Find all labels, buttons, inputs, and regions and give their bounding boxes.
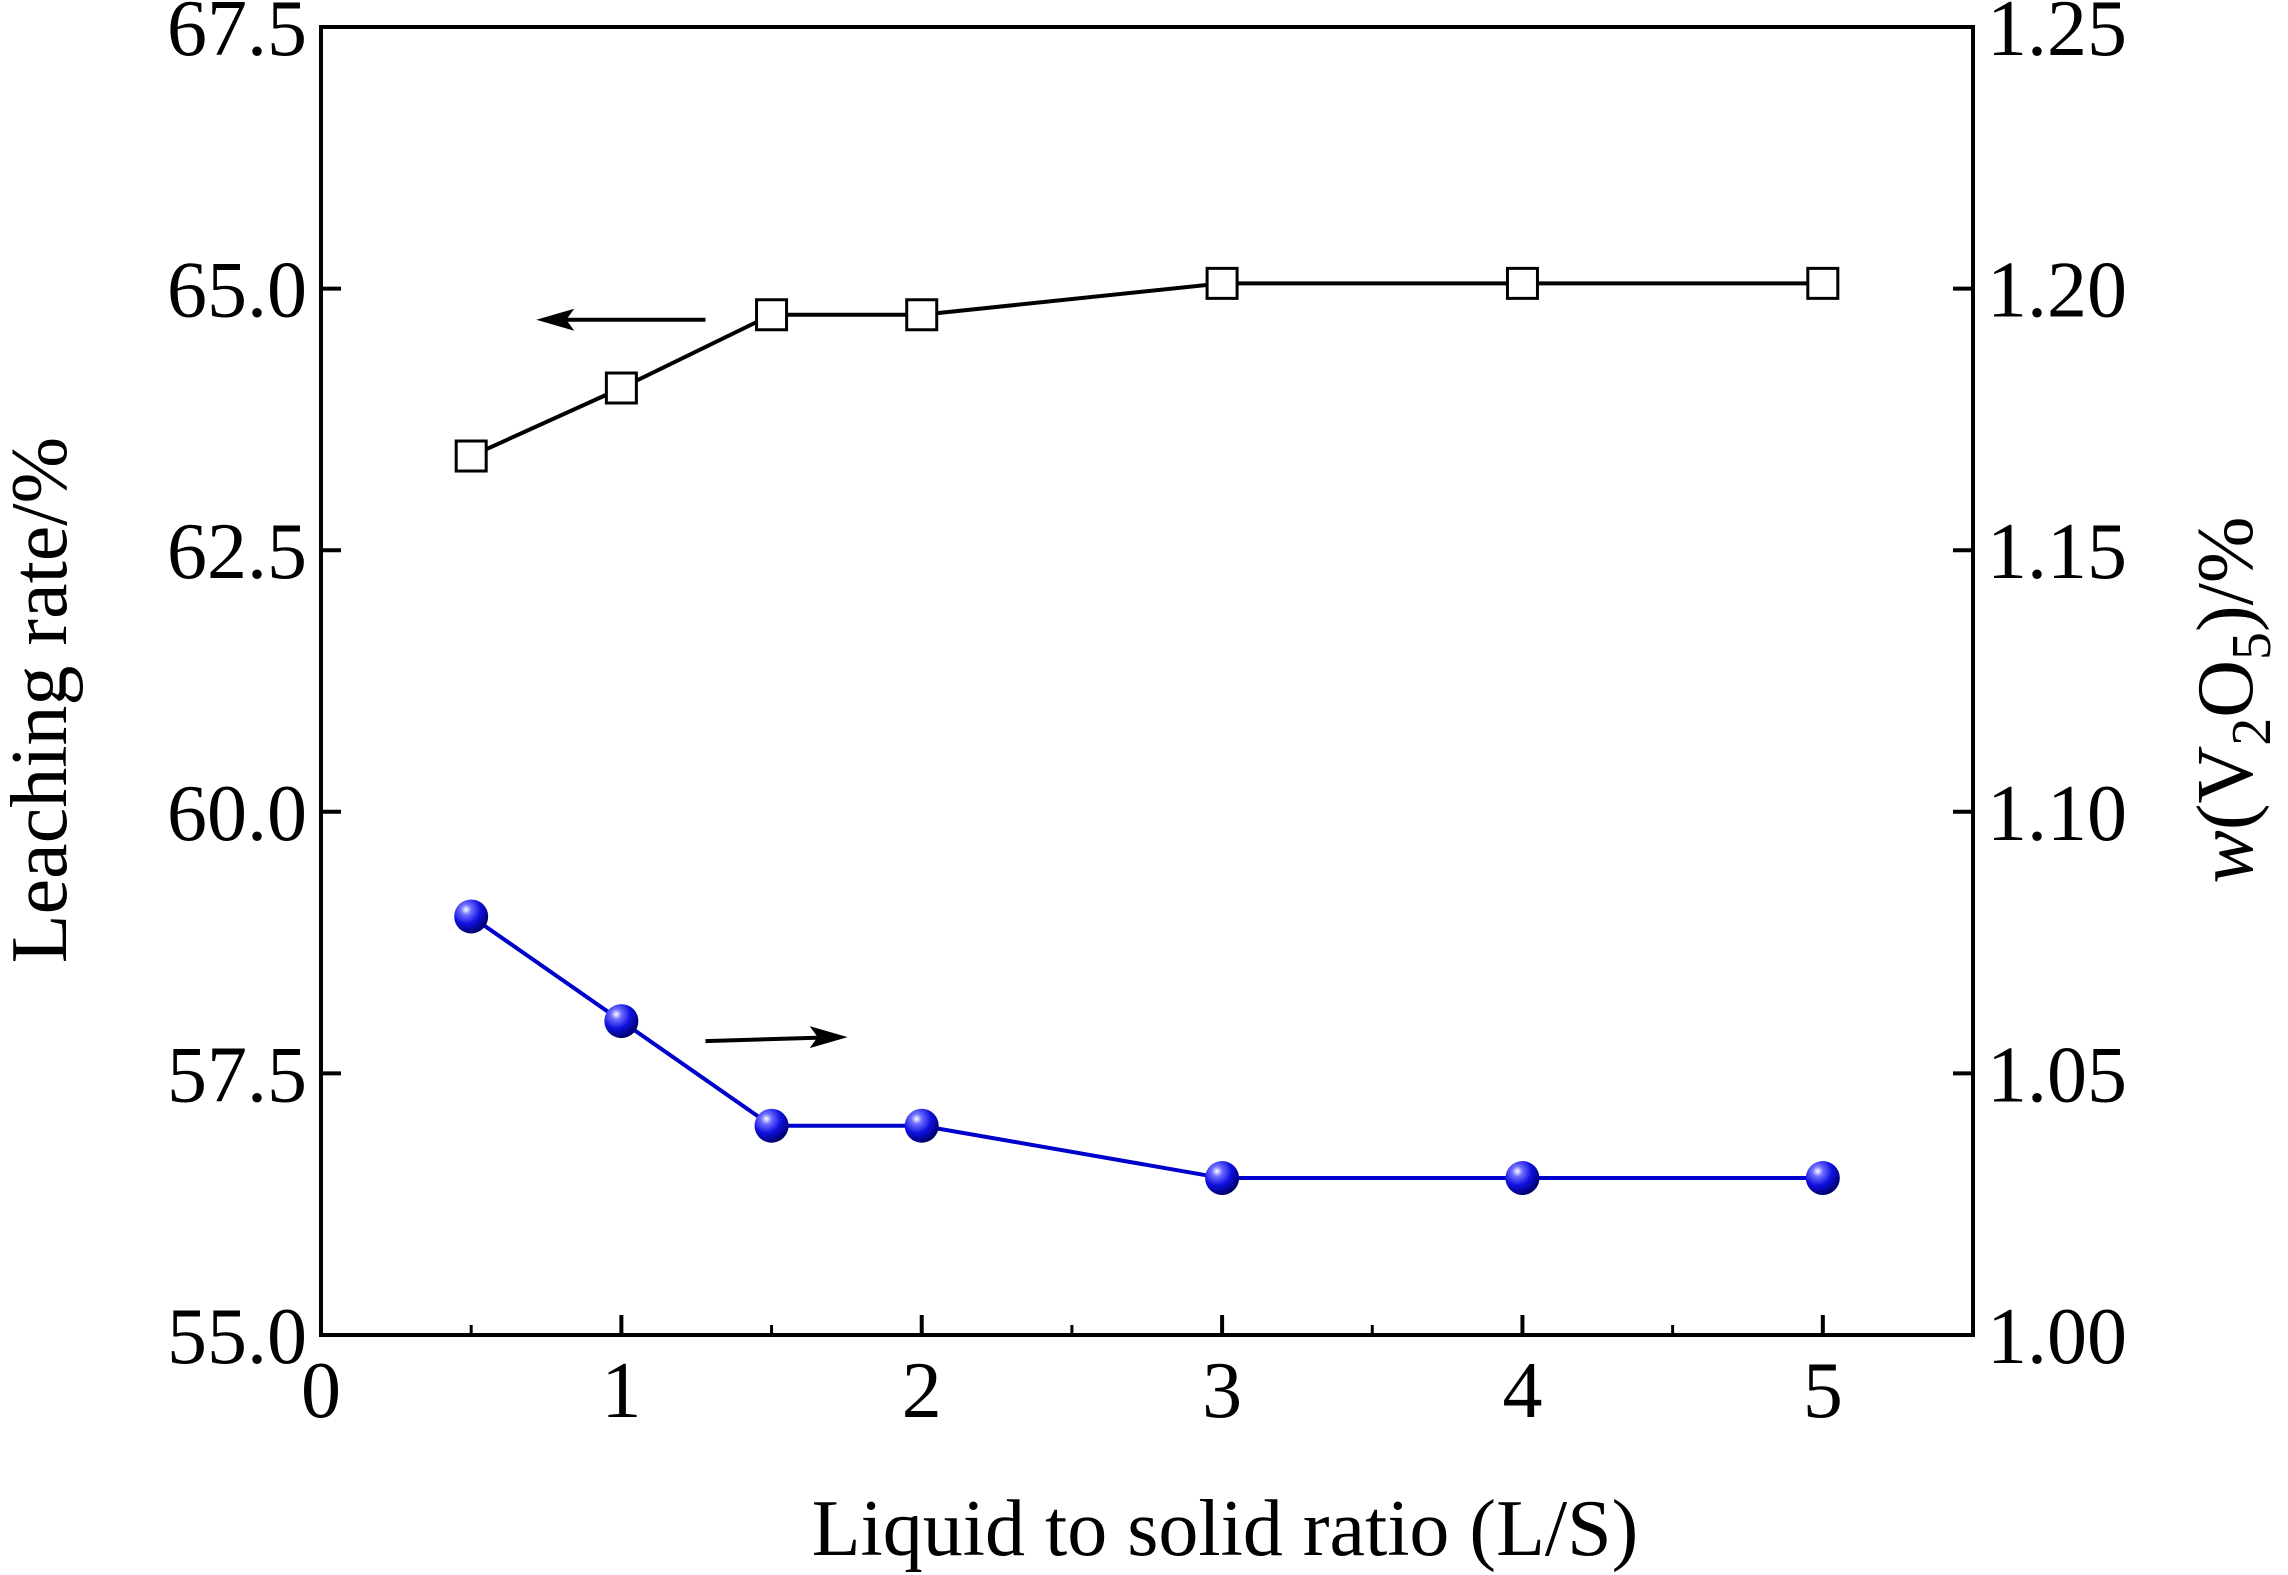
series-left	[454, 266, 1840, 473]
plot-border	[319, 25, 1975, 1337]
data-point-square	[604, 371, 638, 405]
axis-arrows	[536, 308, 848, 1049]
series-line-right	[470, 914, 1823, 1181]
y-right-tick-label-1.05: 1.05	[1987, 1031, 2127, 1119]
x-tick-label-2: 2	[902, 1347, 942, 1435]
x-tick-label-0: 0	[301, 1347, 341, 1435]
tick-labels: 0 1 2 3 4 5 55.0 57.5 60.0 62.5 65.0 67.5 1.00 1.05 1.…	[167, 0, 2127, 1435]
series-right	[454, 899, 1840, 1196]
y-left-tick-label-57.5: 57.5	[167, 1031, 307, 1119]
x-tick-label-4: 4	[1502, 1347, 1542, 1435]
axis-ticks	[319, 25, 1973, 1337]
left-axis-arrow-head	[536, 308, 575, 331]
data-point-sphere	[754, 1108, 789, 1143]
x-tick-label-1: 1	[601, 1347, 641, 1435]
y-right-tick-label-1.10: 1.10	[1987, 770, 2127, 858]
x-tick-label-5: 5	[1803, 1347, 1843, 1435]
data-point-sphere	[904, 1108, 939, 1143]
y-right-title-w: w	[2182, 830, 2270, 883]
x-axis-title: Liquid to solid ratio (L/S)	[812, 1485, 1639, 1573]
y-left-tick-label-55.0: 55.0	[167, 1293, 307, 1381]
data-point-sphere	[454, 899, 489, 934]
y-left-tick-label-62.5: 62.5	[167, 508, 307, 596]
y-right-title-o: O	[2182, 660, 2270, 718]
data-point-sphere	[1505, 1161, 1540, 1196]
data-point-square	[1205, 266, 1239, 300]
data-point-sphere	[604, 1004, 639, 1039]
plot-frame	[319, 25, 1975, 1337]
right-axis-arrow-shaft	[705, 1035, 838, 1044]
y-right-tick-label-1.00: 1.00	[1987, 1293, 2127, 1381]
series-layer	[454, 266, 1840, 1196]
y-right-axis-title: w(V2O5)/%	[2182, 516, 2283, 883]
data-point-square	[755, 298, 789, 332]
data-point-sphere	[1805, 1161, 1840, 1196]
y-right-tick-label-1.25: 1.25	[1987, 0, 2127, 73]
data-point-square	[1806, 266, 1840, 300]
right-axis-arrow-head	[809, 1026, 848, 1049]
y-left-tick-label-65.0: 65.0	[167, 247, 307, 335]
y-right-title-unit: )/%	[2182, 516, 2270, 632]
data-point-square	[1505, 266, 1539, 300]
y-left-tick-label-67.5: 67.5	[167, 0, 307, 73]
y-right-title-v: (V	[2182, 746, 2270, 830]
y-right-title-sub5: 5	[2221, 632, 2283, 660]
data-point-square	[454, 439, 488, 473]
series-line-left	[470, 281, 1823, 458]
y-right-tick-label-1.15: 1.15	[1987, 508, 2127, 596]
data-point-sphere	[1205, 1161, 1240, 1196]
y-right-tick-label-1.20: 1.20	[1987, 247, 2127, 335]
y-left-axis-title: Leaching rate/%	[0, 437, 84, 963]
data-point-square	[905, 298, 939, 332]
right-axis-arrow	[705, 1026, 848, 1049]
y-left-tick-label-60.0: 60.0	[167, 770, 307, 858]
left-axis-arrow	[536, 308, 706, 331]
x-tick-label-3: 3	[1202, 1347, 1242, 1435]
y-right-title-sub2: 2	[2221, 718, 2283, 746]
